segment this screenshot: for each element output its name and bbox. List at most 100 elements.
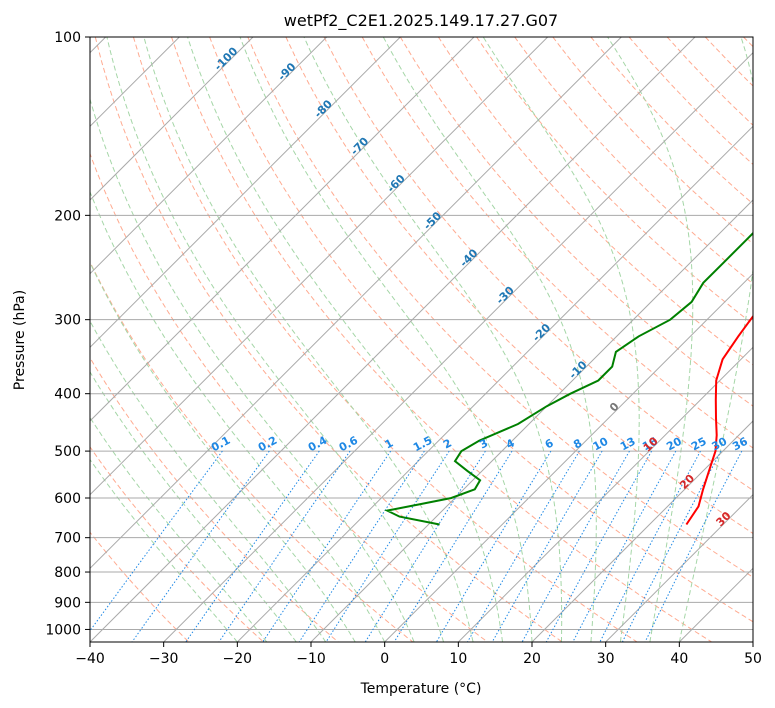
x-axis-label: Temperature (°C) [360, 681, 482, 697]
mixing-ratio-line [621, 450, 722, 642]
moist-adiabat [90, 261, 356, 642]
mixing-ratio-line [364, 450, 486, 642]
mixing-ratio-label: 30 [710, 435, 730, 454]
moist-adiabat [90, 458, 238, 642]
moist-adiabat [482, 37, 640, 642]
mixing-ratio-line [90, 450, 223, 632]
mixing-ratio-line [467, 450, 580, 642]
x-tick-label: 50 [744, 651, 762, 667]
mixing-ratio-label: 10 [591, 435, 611, 454]
temperature-line [685, 314, 753, 526]
dry-adiabat [552, 37, 753, 245]
moist-adiabat [678, 37, 753, 642]
mixing-ratio-label: 1 [383, 436, 396, 451]
y-tick-label: 200 [54, 208, 81, 224]
y-tick-label: 100 [54, 30, 81, 46]
mixing-ratio-label: 16 [640, 435, 660, 454]
mixing-ratio-label: 13 [618, 435, 638, 454]
isotherm [236, 125, 753, 642]
moist-adiabat [106, 37, 445, 642]
plot-frame [89, 36, 754, 643]
isotherm [531, 420, 753, 642]
moist-adiabat [90, 190, 386, 642]
dry-adiabat [437, 37, 753, 366]
mixing-ratio-line [298, 450, 425, 642]
dry-adiabat [285, 37, 753, 535]
dry-adiabat-label: -40 [457, 246, 480, 269]
moist-adiabat [90, 320, 327, 642]
isotherm [163, 51, 753, 642]
dry-adiabat [247, 37, 753, 578]
mixing-ratio-line [325, 450, 450, 642]
x-tick-label: 0 [380, 651, 389, 667]
dry-adiabat-label: -60 [385, 172, 408, 195]
moist-adiabat [382, 37, 597, 642]
isotherm [605, 493, 753, 642]
mixing-ratio-line [599, 450, 701, 642]
mixing-ratio-label: 20 [664, 435, 684, 454]
dry-adiabat [90, 531, 190, 642]
mixing-ratio-label: 25 [689, 435, 709, 454]
isotherm [752, 641, 753, 642]
dry-adiabat-label: -10 [566, 358, 589, 381]
moist-adiabat [90, 416, 268, 642]
dry-adiabat [399, 37, 753, 407]
mixing-ratio-line [262, 450, 392, 642]
dry-adiabat-label: -80 [312, 97, 335, 120]
dry-adiabat-label: -30 [494, 284, 517, 307]
x-tick-label: −40 [75, 651, 105, 667]
mixing-ratio-label: 6 [543, 436, 556, 451]
dry-adiabat [94, 37, 563, 642]
moist-adiabat [143, 37, 474, 642]
mixing-ratio-line [521, 450, 630, 642]
x-tick-label: −20 [223, 651, 253, 667]
dry-adiabat-label: -50 [421, 209, 444, 232]
dry-adiabat-label: -90 [275, 60, 298, 83]
x-tick-label: 40 [670, 651, 688, 667]
mixing-ratio-line [491, 450, 603, 642]
plot-area: 0.1 0.2 0.4 0.6 1 1.5 2 3 4 6 8 10 13 16 20 25 30 36-100-… [90, 37, 753, 642]
isotherm [90, 37, 696, 642]
isotherm [90, 37, 328, 275]
y-tick-label: 600 [54, 491, 81, 507]
mixing-ratio-line [131, 450, 270, 642]
profile-series [384, 231, 753, 526]
isotherm [384, 272, 753, 642]
dry-adiabat [90, 356, 339, 642]
y-tick-label: 400 [54, 387, 81, 403]
dry-adiabats [90, 37, 753, 642]
mixing-ratio-label: 2 [441, 436, 454, 451]
moist-adiabat [239, 37, 533, 642]
mixing-ratio-line [572, 450, 677, 642]
y-axis-label: Pressure (hPa) [12, 290, 28, 390]
isotherm [457, 346, 753, 642]
mixing-ratio-line [644, 450, 743, 642]
dry-adiabat [171, 37, 712, 642]
mixing-ratio-label: 36 [730, 435, 750, 454]
dry-adiabat [90, 152, 488, 642]
dry-adiabat [743, 37, 753, 48]
y-tick-label: 1000 [45, 622, 81, 638]
isotherm [678, 567, 753, 642]
y-tick-label: 500 [54, 444, 81, 460]
moist-adiabat [303, 37, 563, 642]
mixing-ratio-line [393, 450, 513, 642]
moist-adiabat [607, 37, 694, 642]
y-tick-label: 800 [54, 565, 81, 581]
dry-adiabat-label: -100 [212, 44, 241, 73]
isotherm [310, 199, 753, 642]
y-tick-label: 700 [54, 531, 81, 547]
dewpoint-line [384, 231, 753, 526]
isotherm [90, 37, 549, 496]
y-tick-label: 300 [54, 313, 81, 329]
dry-adiabat [132, 37, 638, 642]
moist-adiabat [187, 37, 503, 642]
isotherm [90, 37, 475, 422]
dry-adiabat [90, 260, 414, 642]
moist-adiabats [90, 37, 753, 642]
x-tick-label: 10 [449, 651, 467, 667]
x-axis-ticks: −40 −30 −20 −10 0 10 20 30 40 50 [75, 642, 762, 667]
y-tick-label: 900 [54, 595, 81, 611]
dry-adiabat [666, 37, 753, 126]
